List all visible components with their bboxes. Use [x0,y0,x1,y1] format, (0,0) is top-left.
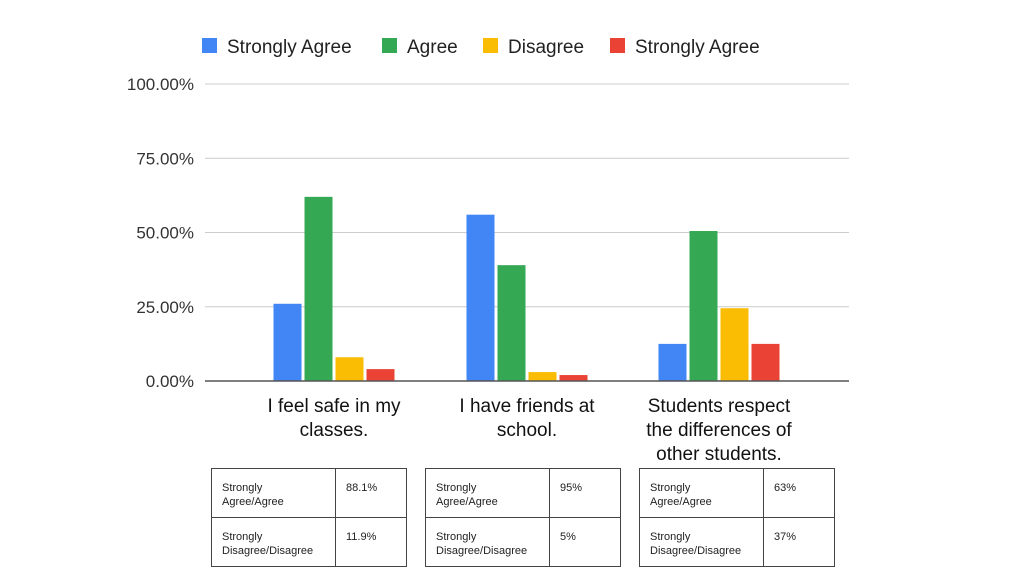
legend-swatch [483,38,498,53]
legend-item: Disagree [483,37,584,58]
chart-legend: Strongly Agree Agree Disagree Strongly Agre… [202,37,760,58]
x-category-label: I feel safe in my [267,396,401,417]
bar [304,196,333,381]
bar [658,343,687,381]
bar [366,369,395,381]
x-category-label: Students respect [648,396,791,417]
table-cell-value: 11.9% [335,517,407,567]
legend-item: Agree [382,37,458,58]
table-cell-value: 95% [549,468,621,518]
y-tick-label: 0.00% [146,372,194,391]
bar [751,343,780,381]
table-cell-label: Strongly Agree/Agree [639,468,764,518]
table-row: Strongly Agree/Agree 88.1% [211,468,407,518]
y-axis-ticks: 0.00% 25.00% 50.00% 75.00% 100.00% [127,75,194,391]
summary-table-respect: Strongly Agree/Agree 63% Strongly Disagr… [639,468,835,567]
table-row: Strongly Disagree/Disagree 37% [639,517,835,567]
bar [335,357,364,381]
table-cell-value: 37% [763,517,835,567]
legend-item: Strongly Agree [610,37,760,58]
table-row: Strongly Disagree/Disagree 11.9% [211,517,407,567]
table-row: Strongly Agree/Agree 63% [639,468,835,518]
table-cell-value: 5% [549,517,621,567]
bar-chart: Strongly Agree Agree Disagree Strongly Agre… [127,37,849,465]
table-cell-value: 88.1% [335,468,407,518]
summary-table-friends: Strongly Agree/Agree 95% Strongly Disagr… [425,468,621,567]
table-row: Strongly Agree/Agree 95% [425,468,621,518]
bar [497,265,526,381]
legend-label: Disagree [508,37,584,58]
table-cell-label: Strongly Disagree/Disagree [639,517,764,567]
chart-gridlines [205,83,849,308]
legend-label: Strongly Agree [635,37,760,58]
x-axis-labels: I feel safe in my classes. I have friends … [267,396,792,465]
table-cell-label: Strongly Disagree/Disagree [425,517,550,567]
legend-swatch [382,38,397,53]
bar [466,214,495,381]
summary-table-safe: Strongly Agree/Agree 88.1% Strongly Disa… [211,468,407,567]
bar [528,372,557,381]
y-tick-label: 25.00% [136,298,194,317]
y-tick-label: 100.00% [127,75,194,94]
y-tick-label: 50.00% [136,224,194,243]
legend-label: Agree [407,37,458,58]
bar [559,375,588,381]
chart-bars [273,196,780,381]
table-cell-label: Strongly Disagree/Disagree [211,517,336,567]
bar [689,231,718,381]
bar [720,308,749,381]
bar [273,303,302,381]
x-category-label: classes. [300,420,369,441]
legend-swatch [202,38,217,53]
table-cell-label: Strongly Agree/Agree [425,468,550,518]
x-category-label: the differences of [646,420,792,441]
y-tick-label: 75.00% [136,149,194,168]
legend-swatch [610,38,625,53]
x-category-label: school. [497,420,557,441]
x-category-label: I have friends at [459,396,595,417]
x-category-label: other students. [656,444,782,465]
legend-label: Strongly Agree [227,37,352,58]
table-cell-value: 63% [763,468,835,518]
table-cell-label: Strongly Agree/Agree [211,468,336,518]
legend-item: Strongly Agree [202,37,352,58]
table-row: Strongly Disagree/Disagree 5% [425,517,621,567]
